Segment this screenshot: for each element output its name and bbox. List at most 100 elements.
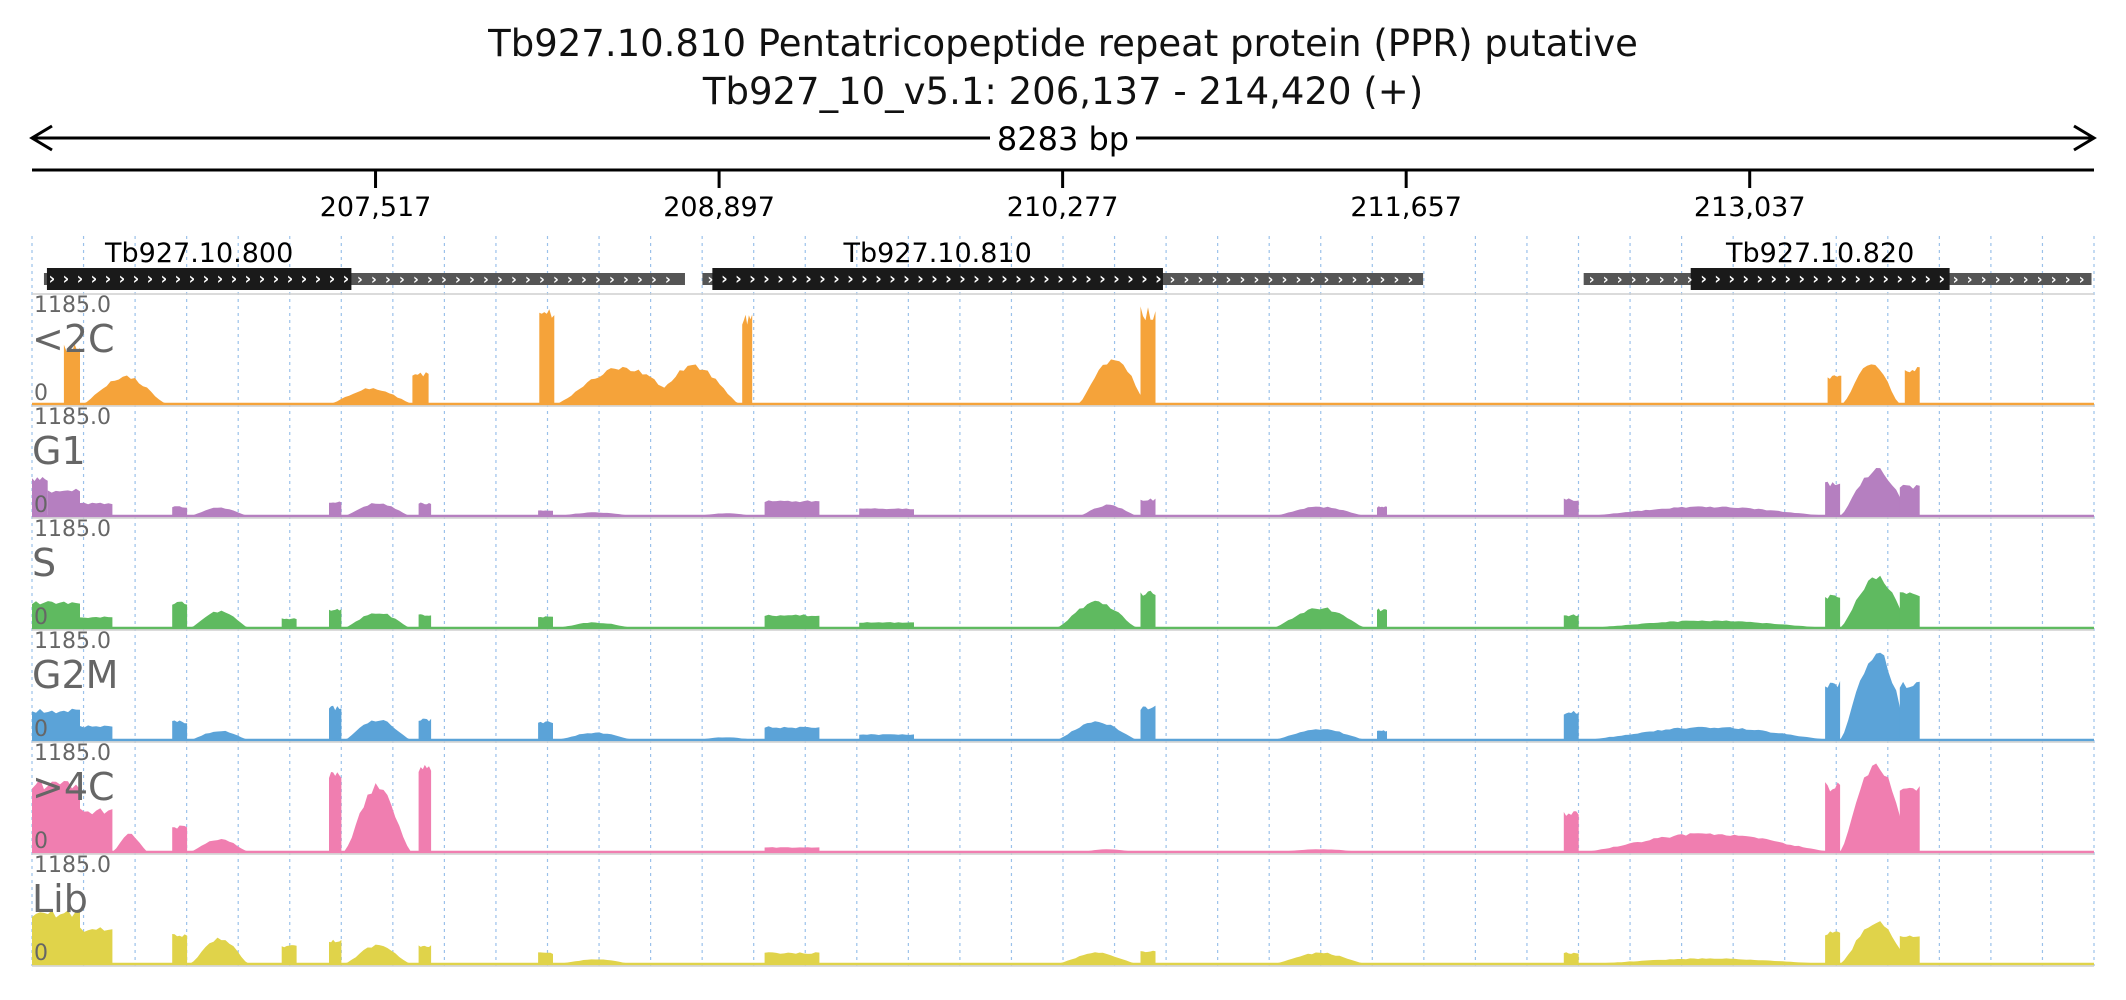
strand-arrow: › bbox=[385, 272, 391, 288]
strand-arrow: › bbox=[1170, 272, 1176, 288]
strand-arrow: › bbox=[217, 269, 224, 288]
coverage-peak bbox=[1840, 468, 1913, 516]
strand-arrow: › bbox=[259, 269, 266, 288]
strand-arrow: › bbox=[2023, 272, 2029, 288]
strand-arrow: › bbox=[371, 272, 377, 288]
strand-arrow: › bbox=[1141, 269, 1148, 288]
coverage-peak bbox=[1825, 782, 1841, 852]
coverage-peak bbox=[112, 833, 148, 852]
coverage-peak bbox=[1899, 681, 1920, 740]
strand-arrow: › bbox=[1924, 269, 1931, 288]
coverage-peak bbox=[281, 618, 297, 628]
coverage-peak bbox=[1899, 592, 1920, 628]
coverage-peak bbox=[1140, 590, 1156, 628]
coverage-peak bbox=[538, 952, 553, 964]
strand-arrow: › bbox=[791, 269, 798, 288]
coverage-peak bbox=[281, 945, 297, 964]
coverage-peak bbox=[1140, 498, 1156, 516]
strand-arrow: › bbox=[1812, 269, 1819, 288]
strand-arrow: › bbox=[903, 269, 910, 288]
coverage-peak bbox=[1581, 958, 1836, 964]
coverage-peak bbox=[172, 506, 188, 516]
strand-arrow: › bbox=[1714, 269, 1721, 288]
track-min-label: 0 bbox=[34, 717, 48, 742]
coverage-peak bbox=[343, 720, 412, 740]
figure-header: Tb927.10.810 Pentatricopeptide repeat pr… bbox=[0, 20, 2126, 116]
strand-arrow: › bbox=[413, 272, 419, 288]
track-max-label: 1185.0 bbox=[34, 629, 111, 654]
coverage-peak bbox=[418, 502, 432, 516]
strand-arrow: › bbox=[1910, 269, 1917, 288]
coverage-tracks: 1185.00<2C1185.00G11185.00S1185.00G2M118… bbox=[32, 293, 2094, 967]
strand-arrow: › bbox=[945, 269, 952, 288]
coverage-peak bbox=[80, 725, 113, 740]
coverage-peak bbox=[555, 732, 636, 740]
strand-arrow: › bbox=[483, 272, 489, 288]
strand-arrow: › bbox=[203, 269, 210, 288]
coverage-peak bbox=[1825, 481, 1841, 516]
strand-arrow: › bbox=[1687, 272, 1693, 288]
strand-arrow: › bbox=[959, 269, 966, 288]
coverage-peak bbox=[1581, 833, 1836, 852]
coverage-peak bbox=[1272, 607, 1368, 628]
track-min-label: 0 bbox=[34, 941, 48, 966]
coverage-peak bbox=[1899, 786, 1920, 852]
strand-arrow: › bbox=[161, 269, 168, 288]
strand-arrow: › bbox=[189, 269, 196, 288]
strand-arrow: › bbox=[1659, 272, 1665, 288]
coverage-peak bbox=[1827, 375, 1842, 404]
strand-arrow: › bbox=[581, 272, 587, 288]
coverage-peak bbox=[555, 622, 636, 628]
strand-arrow: › bbox=[609, 272, 615, 288]
gene-name-label: Tb927.10.800 bbox=[104, 238, 293, 269]
coverage-peak bbox=[329, 608, 342, 628]
strand-arrow: › bbox=[987, 269, 994, 288]
strand-arrow: › bbox=[721, 269, 728, 288]
coverage-peak bbox=[764, 952, 820, 964]
strand-arrow: › bbox=[1380, 272, 1386, 288]
figure-title: Tb927.10.810 Pentatricopeptide repeat pr… bbox=[488, 22, 1638, 65]
ruler: 207,517 208,897 210,277 211,657 213,037 bbox=[32, 168, 2094, 223]
strand-arrow: › bbox=[357, 272, 363, 288]
coverage-peak bbox=[329, 939, 342, 964]
track-min-label: 0 bbox=[34, 493, 48, 518]
coverage-track: 1185.0 0 Lib bbox=[32, 853, 2094, 966]
strand-arrow: › bbox=[1366, 272, 1372, 288]
coverage-peak bbox=[1272, 506, 1368, 516]
coverage-peak bbox=[647, 364, 740, 404]
strand-arrow: › bbox=[2037, 272, 2043, 288]
coverage-peak bbox=[538, 510, 553, 516]
coverage-peak bbox=[1078, 359, 1148, 404]
strand-arrow: › bbox=[708, 272, 714, 288]
coverage-peak bbox=[343, 613, 412, 628]
coverage-peak bbox=[859, 508, 914, 516]
coverage-peak bbox=[329, 772, 342, 852]
coverage-track: 1185.0 0 >4C bbox=[32, 741, 2094, 854]
locus-subtitle: Tb927_10_v5.1: 206,137 - 214,420 (+) bbox=[702, 70, 1424, 113]
strand-arrow: › bbox=[539, 272, 545, 288]
gene-cds bbox=[712, 268, 1163, 290]
strand-arrow: › bbox=[1798, 269, 1805, 288]
coverage-peak bbox=[764, 614, 820, 628]
strand-arrow: › bbox=[2051, 272, 2057, 288]
strand-arrow: › bbox=[273, 269, 280, 288]
coverage-peak bbox=[189, 507, 250, 516]
coverage-peak bbox=[539, 309, 555, 404]
strand-arrow: › bbox=[651, 272, 657, 288]
coverage-peak bbox=[329, 705, 342, 740]
strand-arrow: › bbox=[1589, 272, 1595, 288]
coverage-peak bbox=[189, 610, 250, 628]
strand-arrow: › bbox=[553, 272, 559, 288]
strand-arrow: › bbox=[231, 269, 238, 288]
strand-arrow: › bbox=[1784, 269, 1791, 288]
track-max-label: 1185.0 bbox=[34, 293, 111, 318]
track-name-label: S bbox=[32, 541, 56, 585]
strand-arrow: › bbox=[1240, 272, 1246, 288]
coverage-peak bbox=[1377, 608, 1387, 628]
strand-arrow: › bbox=[1226, 272, 1232, 288]
coverage-peak bbox=[1825, 931, 1841, 964]
strand-arrow: › bbox=[1882, 269, 1889, 288]
strand-arrow: › bbox=[1617, 272, 1623, 288]
strand-arrow: › bbox=[329, 269, 336, 288]
coverage-peak bbox=[764, 726, 820, 740]
